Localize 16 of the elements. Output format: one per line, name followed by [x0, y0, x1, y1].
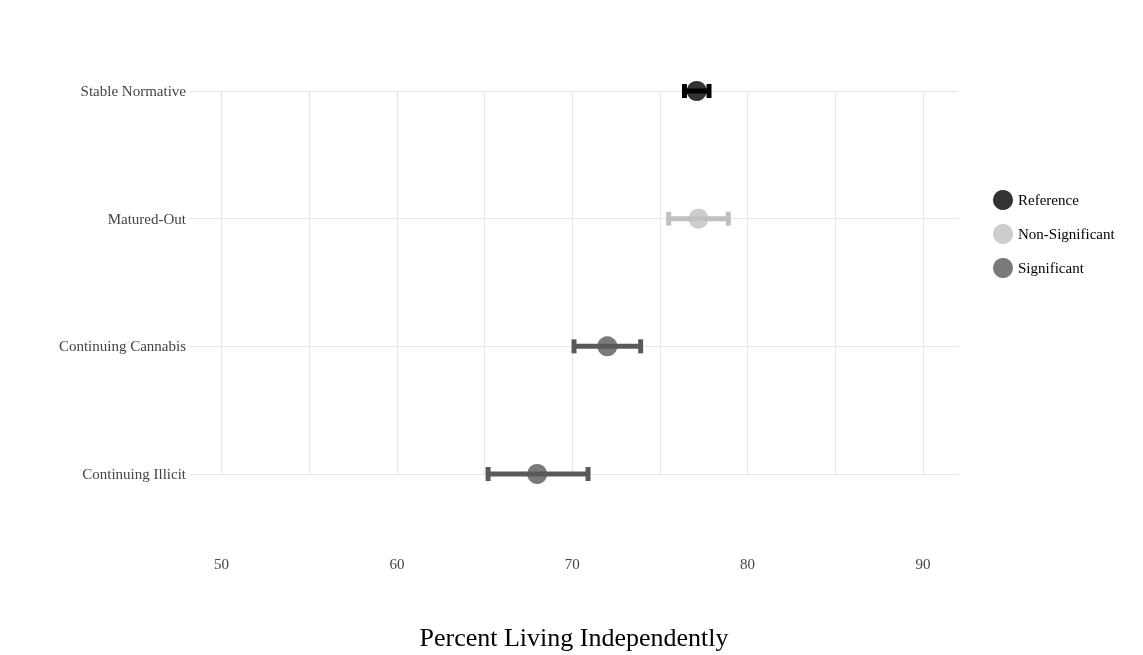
x-tick-label: 50	[214, 555, 230, 572]
point	[688, 208, 709, 229]
y-tick-label: Stable Normative	[80, 83, 187, 99]
legend-label: Non-Significant	[1018, 226, 1116, 242]
point	[597, 336, 618, 357]
legend-label: Reference	[1018, 192, 1080, 208]
x-tick-label: 70	[564, 555, 580, 572]
y-tick-label: Matured-Out	[107, 210, 187, 227]
x-tick-label: 80	[740, 555, 756, 572]
legend-label: Significant	[1018, 260, 1085, 276]
y-tick-label: Continuing Cannabis	[58, 338, 187, 355]
x-axis-title: Percent Living Independently	[419, 622, 729, 652]
x-tick-label: 90	[915, 555, 931, 572]
point	[527, 464, 548, 484]
y-tick-label: Continuing Illicit	[82, 466, 187, 482]
x-tick-label: 60	[389, 555, 405, 572]
